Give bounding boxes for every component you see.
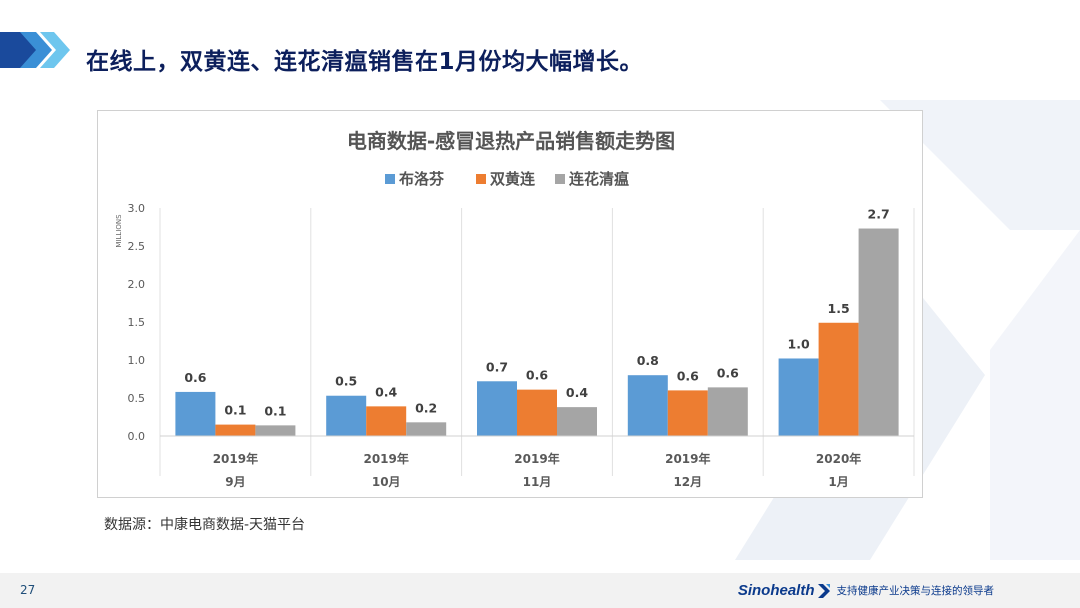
data-label: 0.2: [415, 400, 437, 415]
bar-3-1: [255, 425, 296, 436]
x-year-label: 2020年: [816, 451, 861, 466]
data-label: 1.0: [788, 336, 810, 351]
y-tick-label: 1.5: [128, 316, 146, 329]
bar-2-1: [215, 424, 256, 436]
data-label: 2.7: [868, 207, 890, 222]
y-tick-label: 1.0: [128, 354, 146, 367]
y-tick-label: 2.5: [128, 240, 146, 253]
y-axis-label: MILLIONS: [115, 214, 123, 248]
bar-1-5: [778, 358, 819, 436]
bar-1-1: [175, 391, 216, 436]
x-month-label: 1月: [828, 475, 848, 489]
bar-2-2: [366, 406, 407, 436]
data-label: 0.4: [566, 385, 588, 400]
y-tick-label: 3.0: [128, 202, 146, 215]
data-label: 0.6: [184, 370, 206, 385]
x-year-label: 2019年: [363, 451, 408, 466]
brand-tagline: 支持健康产业决策与连接的领导者: [836, 585, 995, 597]
brand: Sinohealth 支持健康产业决策与连接的领导者: [738, 582, 994, 599]
legend-swatch-3: [555, 174, 565, 184]
y-tick-label: 0.0: [128, 430, 146, 443]
data-label: 0.6: [526, 368, 548, 383]
category-dividers: [159, 208, 915, 476]
data-label: 0.5: [335, 374, 357, 389]
bar-2-3: [517, 389, 557, 436]
bar-3-4: [707, 387, 748, 436]
data-label: 0.4: [375, 384, 397, 399]
x-month-label: 9月: [225, 475, 245, 489]
source-note: 数据源：中康电商数据-天猫平台: [104, 517, 306, 533]
chart-legend: 布洛芬 双黄连 连花清瘟: [385, 170, 629, 188]
legend-swatch-1: [385, 174, 395, 184]
bar-3-5: [858, 228, 899, 436]
x-month-label: 12月: [673, 475, 702, 489]
chart-bars: [175, 228, 899, 436]
x-month-label: 10月: [372, 475, 401, 489]
x-year-label: 2019年: [213, 451, 258, 466]
legend-label-1: 布洛芬: [399, 170, 445, 188]
legend-label-2: 双黄连: [490, 170, 536, 188]
page-title: 在线上，双黄连、连花清瘟销售在1月份均大幅增长。: [86, 49, 644, 75]
y-tick-label: 2.0: [128, 278, 146, 291]
data-label: 0.8: [637, 353, 659, 368]
brand-logo: Sinohealth: [737, 582, 815, 599]
bar-1-4: [627, 375, 668, 436]
bar-chart: 电商数据-感冒退热产品销售额走势图 布洛芬 双黄连 连花清瘟 MILLIONS 0.…: [115, 129, 915, 489]
bar-2-4: [667, 390, 708, 436]
data-label: 0.6: [717, 365, 739, 380]
bar-3-2: [406, 422, 447, 436]
y-axis-ticks: 0.0 0.5 1.0 1.5 2.0 2.5 3.0: [128, 202, 146, 443]
chart-title: 电商数据-感冒退热产品销售额走势图: [347, 129, 675, 153]
data-labels: 0.6 0.1 0.1 0.5 0.4 0.2 0.7 0.6 0.4 0.8 0.6 0.6 1.0 1…: [184, 207, 889, 419]
x-month-label: 11月: [523, 475, 552, 489]
legend-label-3: 连花清瘟: [569, 170, 629, 188]
data-label: 0.7: [486, 359, 508, 374]
bar-3-3: [557, 407, 597, 436]
page-number: 27: [20, 583, 36, 597]
x-year-label: 2019年: [514, 451, 559, 466]
bar-1-2: [326, 395, 367, 436]
data-label: 0.1: [264, 403, 286, 418]
data-label: 0.6: [677, 368, 699, 383]
bar-2-5: [818, 322, 859, 436]
data-label: 1.5: [828, 301, 850, 316]
footer: 27 Sinohealth 支持健康产业决策与连接的领导者: [0, 573, 1080, 608]
brand-mark-icon: [817, 583, 830, 598]
x-year-label: 2019年: [665, 451, 710, 466]
data-label: 0.1: [224, 403, 246, 418]
y-tick-label: 0.5: [128, 392, 146, 405]
chart-frame: 电商数据-感冒退热产品销售额走势图 布洛芬 双黄连 连花清瘟 MILLIONS 0.…: [97, 110, 923, 498]
legend-swatch-2: [476, 174, 486, 184]
header-chevron-icon: [0, 32, 70, 68]
bar-1-3: [477, 381, 517, 436]
x-axis-labels: 2019年 9月 2019年 10月 2019年 11月 2019年 12月 2020年 1月: [213, 451, 862, 489]
